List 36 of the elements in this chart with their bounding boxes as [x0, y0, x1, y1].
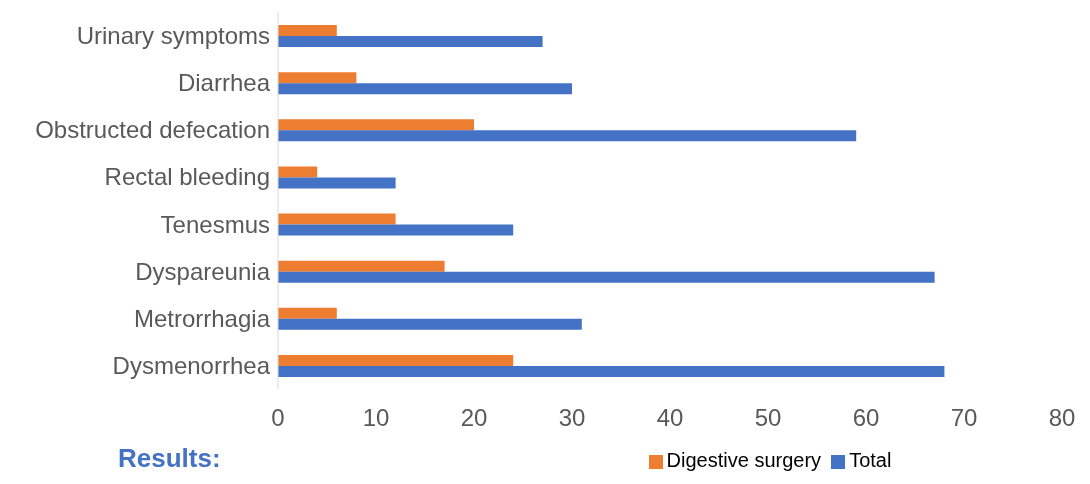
bar: [278, 25, 337, 36]
y-tick-label: Metrorrhagia: [133, 304, 271, 332]
x-tick-label: 50: [754, 404, 782, 432]
y-tick-label: Rectal bleeding: [104, 163, 270, 191]
x-tick-label: 70: [950, 404, 978, 432]
bar: [278, 271, 935, 283]
bar: [278, 72, 357, 84]
text: Results:: [118, 443, 221, 474]
bar: [278, 83, 572, 95]
y-tick-label: Tenesmus: [160, 210, 270, 238]
x-tick-label: 0: [271, 404, 285, 432]
bar: [278, 130, 857, 142]
bar: [278, 224, 514, 236]
x-tick-label: 80: [1048, 404, 1076, 432]
bar: [278, 177, 396, 189]
y-tick-label: Diarrhea: [177, 69, 271, 97]
bar: [278, 354, 514, 366]
bar: [278, 365, 945, 377]
y-tick-label: Dysmenorrhea: [112, 351, 271, 379]
x-tick-label: 10: [362, 404, 390, 432]
x-tick-label: 20: [460, 404, 488, 432]
bar: [278, 119, 474, 131]
y-tick-label: Obstructed defecation: [35, 116, 270, 144]
bar: [278, 166, 318, 178]
bar: [278, 318, 582, 330]
y-tick-label: Urinary symptoms: [76, 22, 270, 50]
bar: [278, 307, 337, 319]
bar: [278, 260, 445, 272]
bar: [278, 36, 543, 47]
x-tick-label: 30: [558, 404, 586, 432]
legend-label: Digestive surgery: [666, 449, 822, 471]
x-tick-label: 60: [852, 404, 880, 432]
bar: [278, 213, 396, 225]
x-tick-label: 40: [656, 404, 684, 432]
y-tick-label: Dyspareunia: [135, 257, 271, 285]
legend-label: Total: [849, 449, 892, 471]
